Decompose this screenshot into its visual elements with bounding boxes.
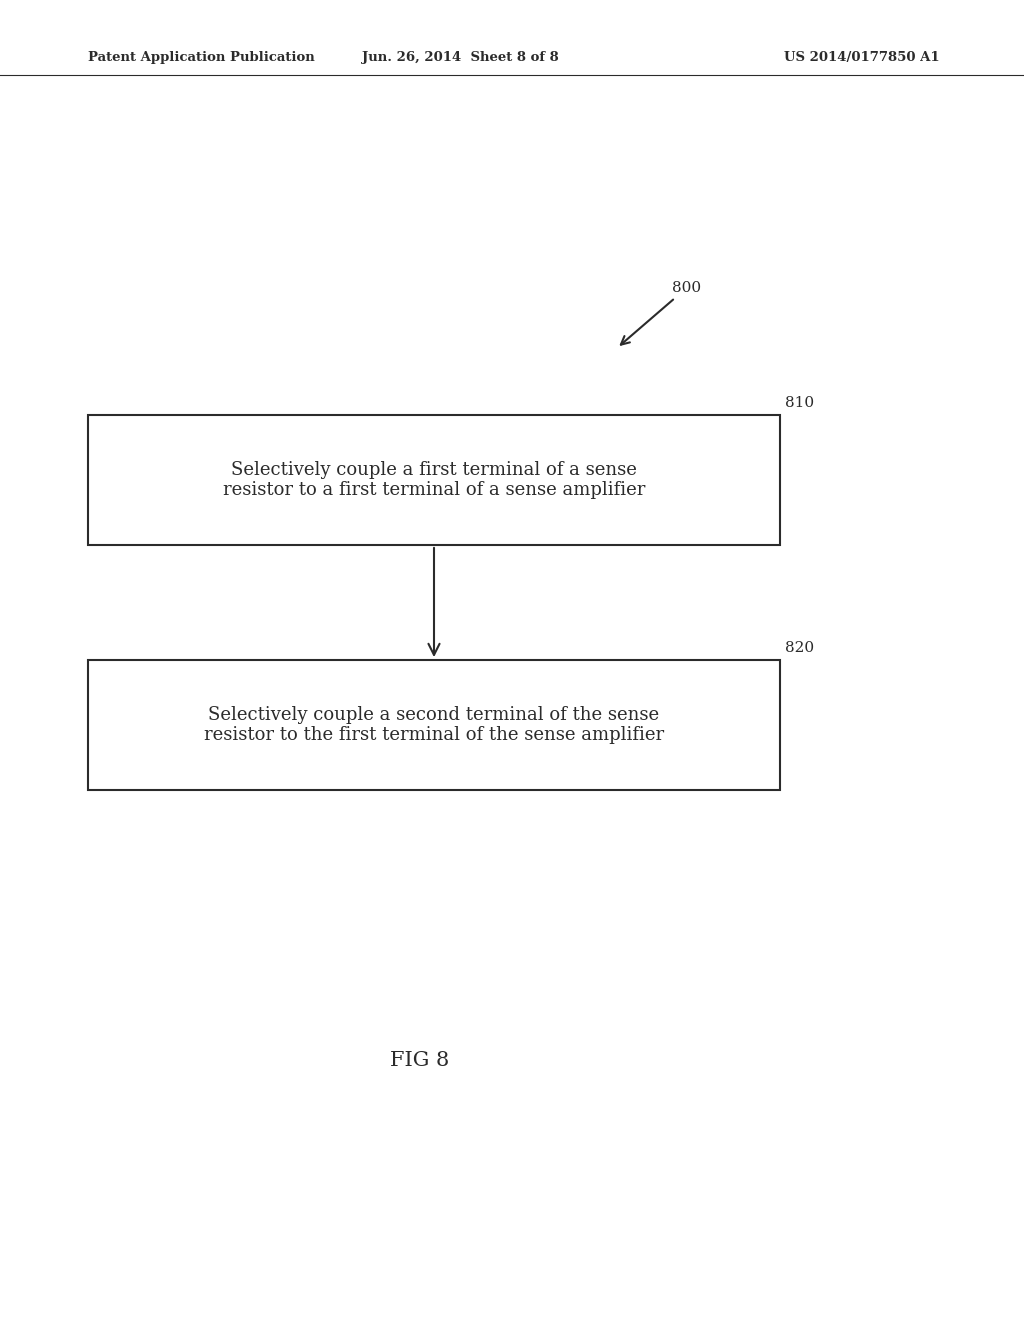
Text: 800: 800: [621, 281, 701, 345]
Text: US 2014/0177850 A1: US 2014/0177850 A1: [784, 51, 940, 65]
Text: Jun. 26, 2014  Sheet 8 of 8: Jun. 26, 2014 Sheet 8 of 8: [361, 51, 558, 65]
Text: Patent Application Publication: Patent Application Publication: [88, 51, 314, 65]
Bar: [88, 414, 780, 545]
Text: resistor to a first terminal of a sense amplifier: resistor to a first terminal of a sense …: [223, 480, 645, 499]
Bar: [88, 660, 780, 789]
Text: resistor to the first terminal of the sense amplifier: resistor to the first terminal of the se…: [204, 726, 664, 744]
Text: Selectively couple a second terminal of the sense: Selectively couple a second terminal of …: [209, 706, 659, 723]
Text: 810: 810: [785, 396, 814, 411]
Text: FIG 8: FIG 8: [390, 1051, 450, 1069]
Text: 820: 820: [785, 642, 814, 655]
Text: Selectively couple a first terminal of a sense: Selectively couple a first terminal of a…: [231, 461, 637, 479]
